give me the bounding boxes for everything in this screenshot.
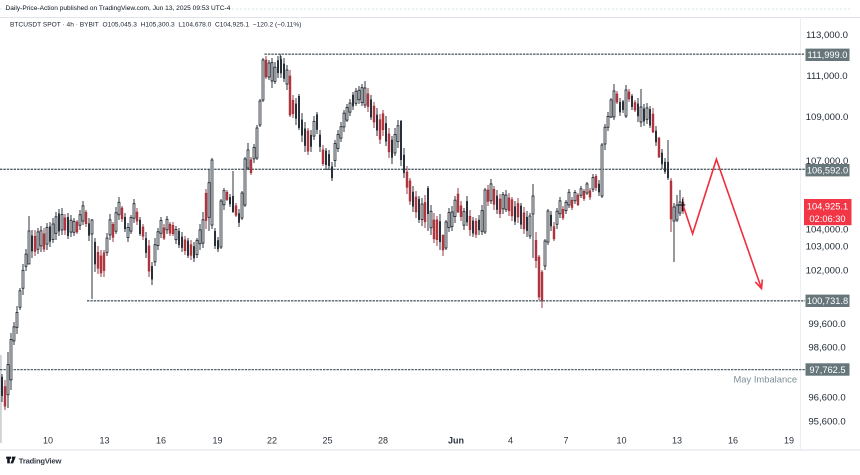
svg-text:BTCUSDT SPOT · 4h · BYBIT O10: BTCUSDT SPOT · 4h · BYBIT O105,045.3 H10… [10, 21, 301, 28]
svg-text:113,000.0: 113,000.0 [806, 30, 848, 41]
svg-text:102,000.0: 102,000.0 [806, 266, 849, 277]
svg-text:104,925.1: 104,925.1 [807, 201, 848, 211]
svg-text:TradingView: TradingView [19, 456, 62, 465]
svg-text:100,731.8: 100,731.8 [807, 296, 848, 306]
svg-text:16: 16 [156, 435, 166, 445]
svg-text:13: 13 [672, 435, 682, 445]
svg-text:95,600.0: 95,600.0 [808, 417, 845, 428]
svg-text:May Imbalance: May Imbalance [734, 373, 798, 384]
svg-text:Jun: Jun [448, 435, 464, 445]
svg-text:10: 10 [43, 435, 53, 445]
svg-text:103,000.0: 103,000.0 [806, 242, 849, 253]
svg-text:106,592.0: 106,592.0 [807, 166, 848, 176]
svg-text:16: 16 [728, 435, 738, 445]
svg-text:99,600.0: 99,600.0 [808, 319, 845, 330]
svg-text:111,000.0: 111,000.0 [806, 71, 847, 82]
svg-text:98,600.0: 98,600.0 [808, 343, 845, 354]
svg-text:96,600.0: 96,600.0 [808, 392, 845, 403]
svg-text:109,000.0: 109,000.0 [806, 112, 849, 123]
svg-text:13: 13 [99, 435, 109, 445]
svg-text:10: 10 [616, 435, 626, 445]
svg-text:107,000.0: 107,000.0 [806, 156, 849, 167]
svg-text:28: 28 [378, 435, 388, 445]
svg-text:19: 19 [784, 435, 794, 445]
svg-text:25: 25 [322, 435, 332, 445]
svg-text:97,762.5: 97,762.5 [809, 365, 845, 375]
svg-text:Daily-Price-Action published o: Daily-Price-Action published on TradingV… [6, 5, 231, 12]
svg-text:4: 4 [508, 435, 513, 445]
svg-text:111,999.0: 111,999.0 [808, 50, 848, 60]
svg-text:02:06:30: 02:06:30 [809, 214, 845, 224]
svg-text:104,000.0: 104,000.0 [806, 224, 849, 235]
svg-text:19: 19 [212, 435, 222, 445]
svg-text:7: 7 [563, 435, 568, 445]
svg-text:22: 22 [267, 435, 277, 445]
